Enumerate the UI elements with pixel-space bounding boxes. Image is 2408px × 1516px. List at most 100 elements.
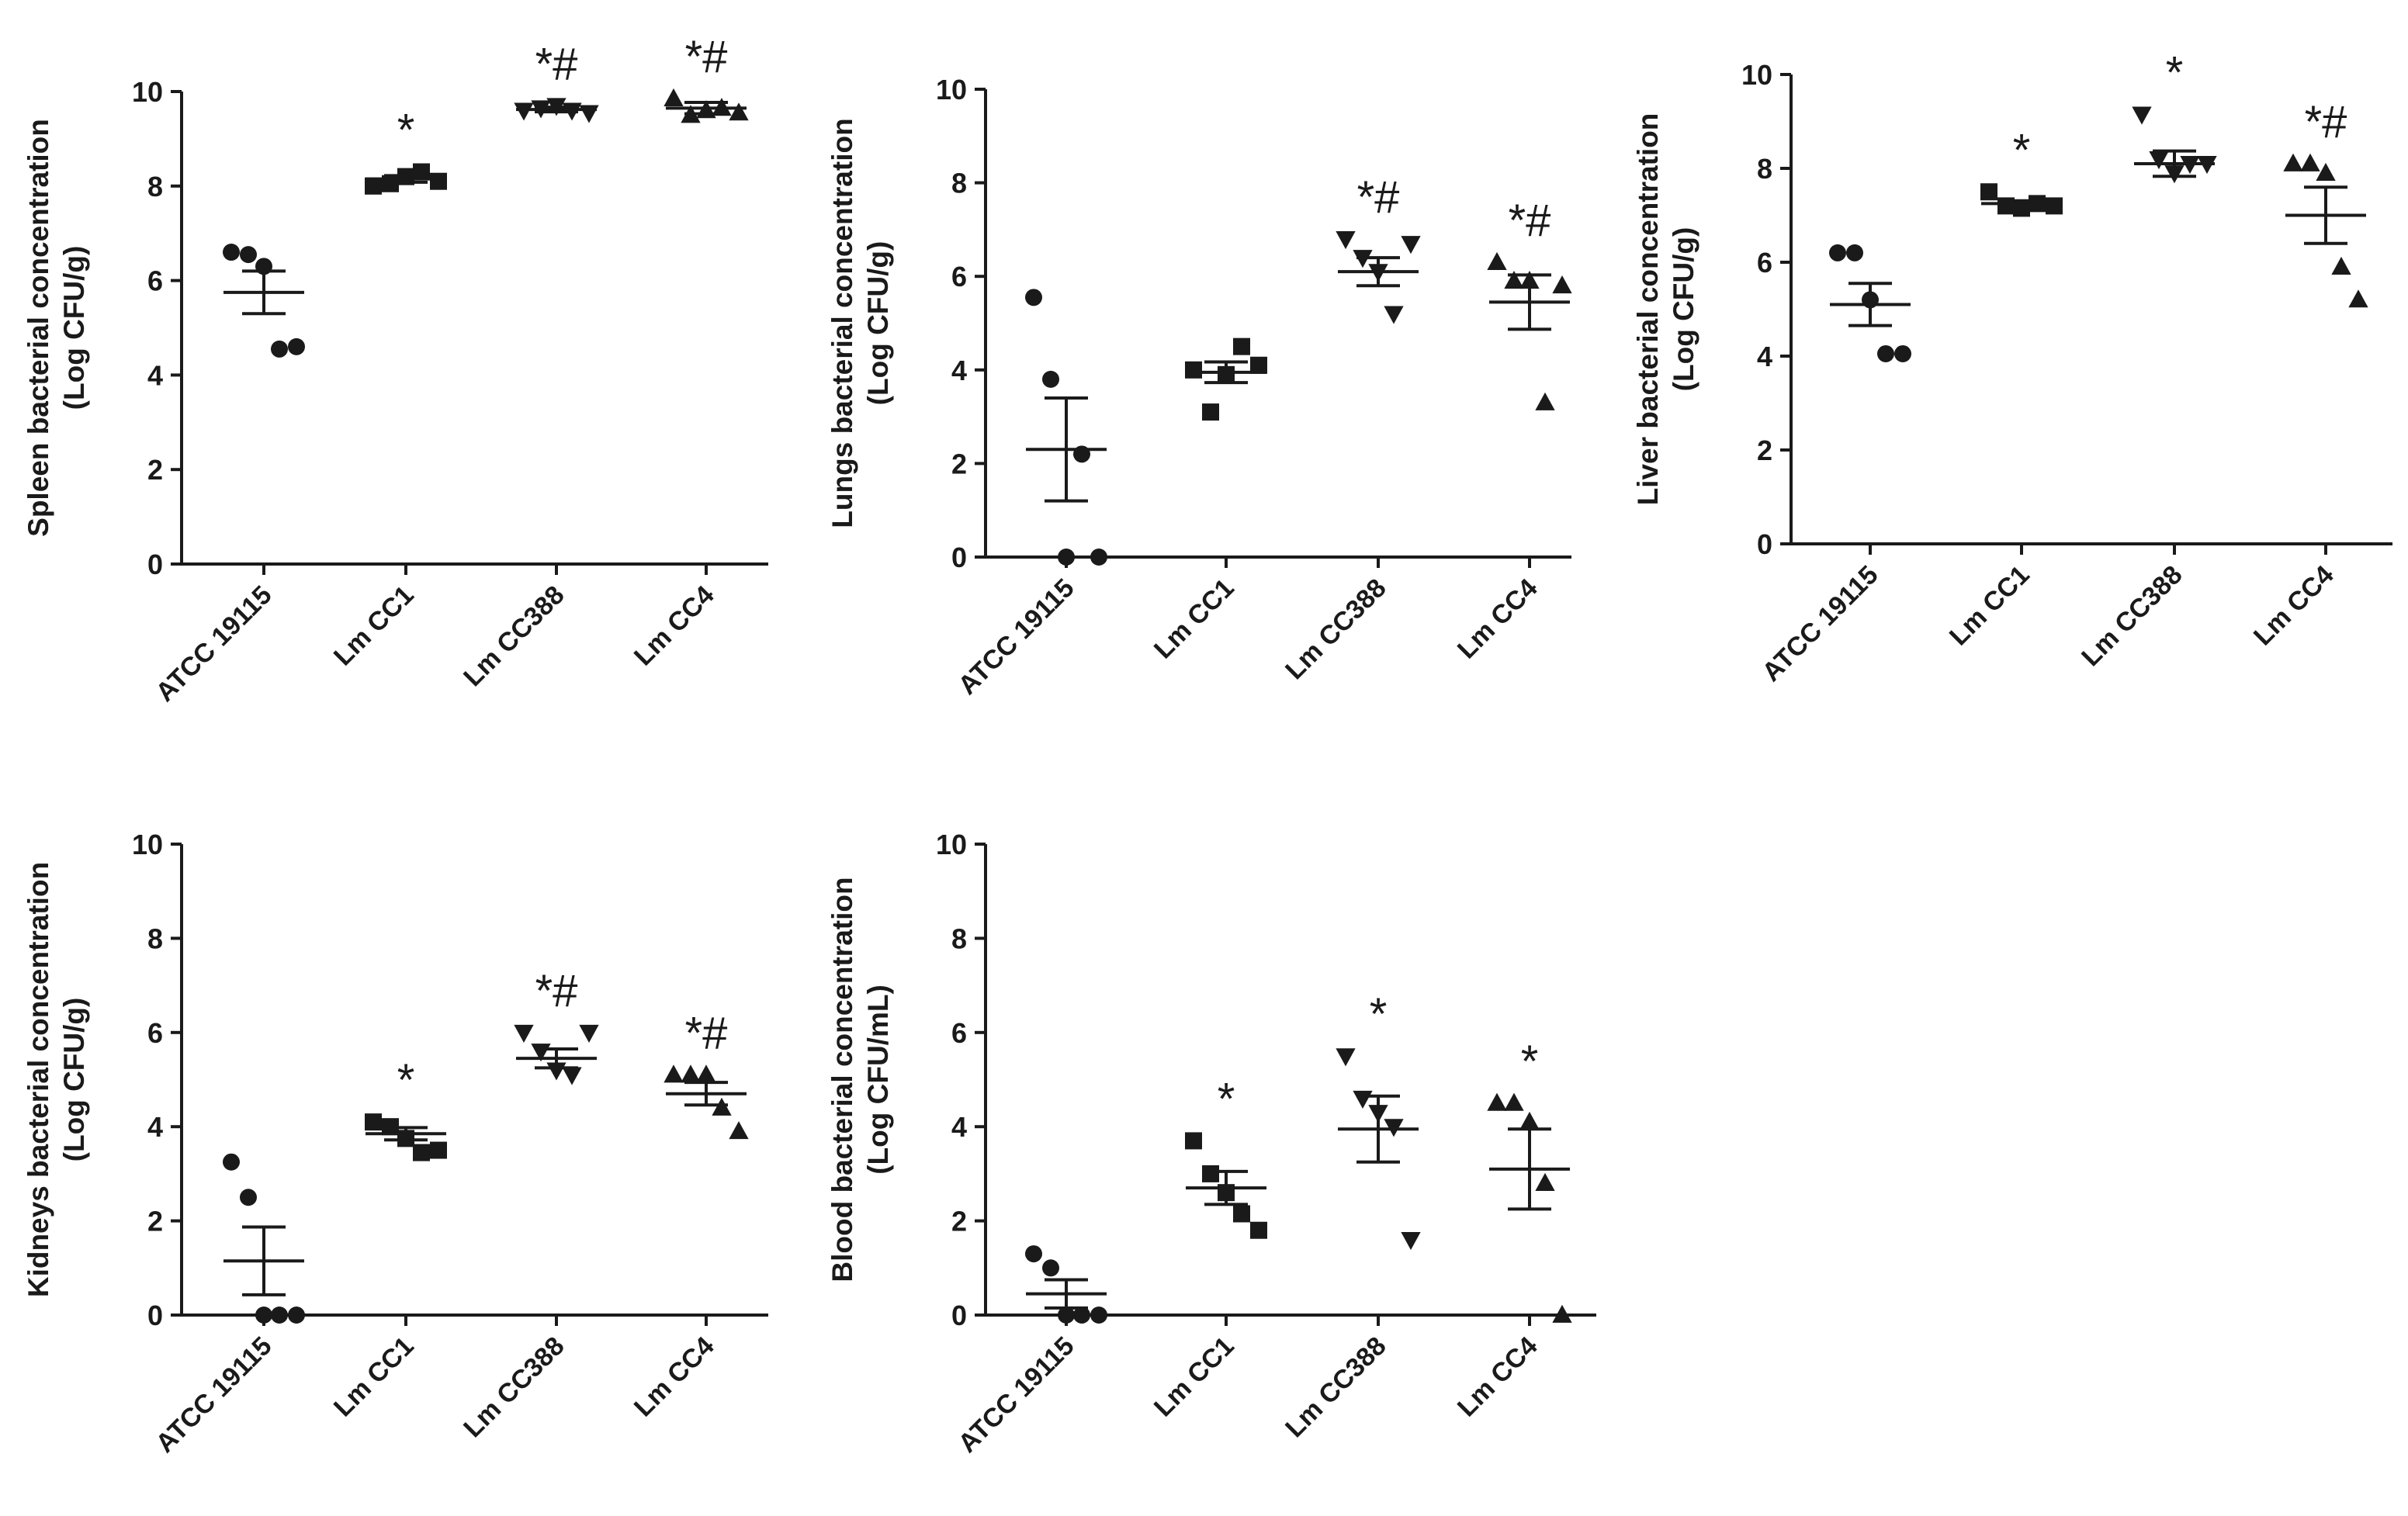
data-point-square xyxy=(1980,183,1997,201)
data-point-circle xyxy=(1025,1245,1042,1263)
significance-label: *# xyxy=(1509,196,1551,246)
x-category-label: Lm CC4 xyxy=(629,1331,720,1423)
data-point-circle xyxy=(240,1189,257,1206)
y-tick-label: 4 xyxy=(1757,341,1772,372)
group-triangle-down: * xyxy=(1336,989,1421,1251)
y-axis-unit: (Log CFU/g) xyxy=(862,241,894,406)
group-triangle-up: * xyxy=(1487,1037,1572,1323)
data-point-triangle-up xyxy=(2331,256,2351,275)
chart-panel-4: 0 2 4 6 8 10 Kidneys bacterial concentration (L… xyxy=(23,829,768,1459)
y-tick-label: 2 xyxy=(951,448,967,479)
significance-label: *# xyxy=(1357,172,1400,223)
x-category-label: Lm CC4 xyxy=(1452,573,1544,665)
x-category-label: Lm CC388 xyxy=(1280,1331,1391,1443)
y-tick-label: 6 xyxy=(1757,247,1772,279)
y-tick-label: 6 xyxy=(951,1017,967,1049)
data-point-circle xyxy=(1058,549,1075,566)
group-circle xyxy=(223,1153,305,1324)
y-tick-label: 8 xyxy=(951,168,967,199)
y-tick-label: 0 xyxy=(147,549,163,580)
data-point-triangle-up xyxy=(663,1064,684,1083)
y-axis-unit: (Log CFU/g) xyxy=(58,246,90,410)
group-circle xyxy=(223,244,305,358)
data-point-triangle-up xyxy=(696,1064,716,1083)
significance-label: * xyxy=(1218,1074,1235,1124)
group-triangle-down: *# xyxy=(514,39,599,123)
data-point-square xyxy=(1250,1221,1267,1239)
y-tick-label: 4 xyxy=(951,355,967,386)
y-tick-label: 0 xyxy=(951,1300,967,1331)
y-tick-label: 8 xyxy=(1757,153,1772,185)
group-square: * xyxy=(365,106,447,195)
significance-label: * xyxy=(2166,47,2184,98)
data-point-circle xyxy=(1894,344,1911,362)
group-square: * xyxy=(1980,125,2063,217)
x-category-label: ATCC 19115 xyxy=(953,573,1080,701)
x-category-label: Lm CC388 xyxy=(1280,573,1391,685)
data-point-triangle-up xyxy=(1535,392,1555,410)
data-point-circle xyxy=(271,1307,288,1324)
data-point-triangle-up xyxy=(2316,162,2336,181)
data-point-circle xyxy=(1090,1307,1107,1324)
data-point-circle xyxy=(1090,549,1107,566)
data-point-circle xyxy=(255,1307,272,1324)
significance-label: * xyxy=(397,106,415,156)
data-point-circle xyxy=(1042,1259,1059,1277)
data-point-triangle-up xyxy=(2348,289,2368,308)
x-category-label: Lm CC1 xyxy=(328,580,420,672)
data-point-triangle-down xyxy=(1384,306,1404,324)
data-point-triangle-up xyxy=(663,88,684,107)
significance-label: * xyxy=(1521,1037,1539,1087)
group-triangle-down: * xyxy=(2132,47,2217,184)
data-point-square xyxy=(430,172,447,190)
data-point-triangle-up xyxy=(2300,153,2320,171)
data-point-circle xyxy=(288,337,305,355)
group-circle xyxy=(1025,1245,1107,1324)
data-point-triangle-up xyxy=(1552,1304,1572,1323)
data-point-circle xyxy=(1846,244,1863,261)
data-point-circle xyxy=(1073,1307,1090,1324)
y-axis-title: Blood bacterial concentration xyxy=(826,877,858,1282)
data-point-circle xyxy=(271,340,288,358)
significance-label: * xyxy=(2013,125,2031,175)
y-tick-label: 2 xyxy=(1757,434,1772,466)
y-tick-label: 4 xyxy=(147,1111,163,1143)
y-tick-label: 0 xyxy=(147,1300,163,1331)
y-tick-label: 8 xyxy=(951,922,967,954)
data-point-triangle-up xyxy=(1535,1172,1555,1191)
data-point-square xyxy=(1233,1205,1250,1223)
data-point-triangle-down xyxy=(2149,151,2169,170)
y-tick-label: 6 xyxy=(147,265,163,297)
significance-label: *# xyxy=(685,32,728,82)
x-category-label: Lm CC4 xyxy=(629,580,720,672)
group-circle xyxy=(1025,289,1107,566)
chart-panel-2: 0 2 4 6 8 10 Lungs bacterial concentration (Log… xyxy=(826,74,1572,701)
data-point-circle xyxy=(240,246,257,264)
data-point-triangle-down xyxy=(1401,1231,1421,1251)
data-point-square xyxy=(1202,403,1219,421)
y-axis-title: Kidneys bacterial concentration xyxy=(23,862,54,1297)
y-tick-label: 10 xyxy=(132,829,163,860)
group-circle xyxy=(1829,244,1911,362)
x-category-label: Lm CC388 xyxy=(458,1331,570,1443)
group-square xyxy=(1185,337,1267,421)
data-point-circle xyxy=(223,1153,240,1171)
data-point-square xyxy=(1185,1132,1202,1150)
data-point-triangle-up xyxy=(1504,1092,1524,1111)
y-tick-label: 2 xyxy=(147,1206,163,1237)
group-square: * xyxy=(365,1055,447,1161)
significance-label: * xyxy=(397,1055,415,1106)
data-point-circle xyxy=(288,1307,305,1324)
y-tick-label: 10 xyxy=(132,76,163,108)
data-point-circle xyxy=(1042,370,1059,388)
data-point-square xyxy=(365,177,382,195)
y-tick-label: 6 xyxy=(147,1017,163,1049)
data-point-circle xyxy=(1025,289,1042,306)
y-tick-label: 0 xyxy=(1757,528,1772,560)
y-axis-title: Liver bacterial concentration xyxy=(1632,113,1664,506)
data-point-triangle-up xyxy=(1504,271,1524,289)
y-axis-title: Lungs bacterial concentration xyxy=(826,118,858,528)
data-point-triangle-down xyxy=(562,1067,582,1085)
chart-panel-5: 0 2 4 6 8 10 Blood bacterial concentration (Log… xyxy=(826,829,1596,1459)
